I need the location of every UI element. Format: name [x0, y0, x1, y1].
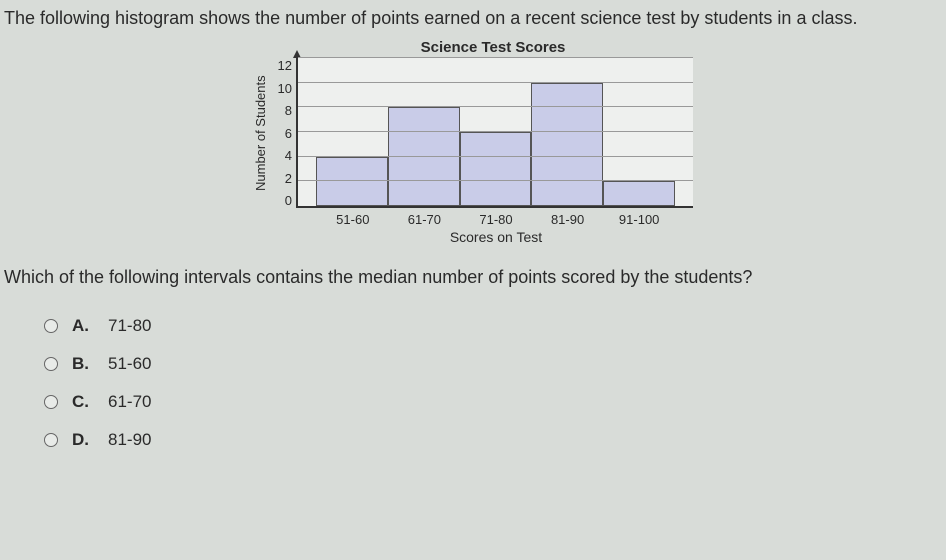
option-text: 51-60 [108, 354, 151, 374]
option-d[interactable]: D. 81-90 [44, 430, 942, 450]
x-tick: 51-60 [317, 212, 389, 227]
option-letter: A. [72, 316, 92, 336]
x-tick: 81-90 [532, 212, 604, 227]
gridline [298, 106, 693, 107]
answer-options: A. 71-80 B. 51-60 C. 61-70 D. 81-90 [4, 316, 942, 450]
option-text: 61-70 [108, 392, 151, 412]
y-tick: 0 [272, 193, 292, 208]
chart-wrap: Science Test Scores Number of Students 1… [4, 39, 942, 249]
option-b[interactable]: B. 51-60 [44, 354, 942, 374]
gridline [298, 57, 693, 58]
radio-icon[interactable] [44, 433, 58, 447]
gridline [298, 180, 693, 181]
chart-title: Science Test Scores [293, 39, 693, 56]
gridline [298, 131, 693, 132]
x-tick: 71-80 [460, 212, 532, 227]
chart-bar [531, 83, 603, 206]
x-tick: 91-100 [603, 212, 675, 227]
y-tick: 4 [272, 148, 292, 163]
y-axis-ticks: 12 10 8 6 4 2 0 [272, 58, 296, 208]
x-axis-ticks: 51-60 61-70 71-80 81-90 91-100 [299, 212, 693, 227]
chart-area: Number of Students 12 10 8 6 4 2 0 [253, 58, 693, 208]
chart-bars [298, 58, 693, 206]
chart-bar [603, 181, 675, 206]
x-axis-label: Scores on Test [299, 229, 693, 245]
gridline [298, 156, 693, 157]
chart-plot [296, 58, 693, 208]
chart-container: Science Test Scores Number of Students 1… [253, 39, 693, 249]
y-tick: 10 [272, 81, 292, 96]
y-tick: 8 [272, 103, 292, 118]
option-text: 81-90 [108, 430, 151, 450]
chart-bar [460, 132, 532, 206]
chart-bar [388, 107, 460, 206]
option-a[interactable]: A. 71-80 [44, 316, 942, 336]
y-tick: 2 [272, 171, 292, 186]
question-text: Which of the following intervals contain… [4, 267, 942, 288]
y-tick: 6 [272, 126, 292, 141]
option-letter: B. [72, 354, 92, 374]
option-text: 71-80 [108, 316, 151, 336]
option-letter: C. [72, 392, 92, 412]
option-letter: D. [72, 430, 92, 450]
y-tick: 12 [272, 58, 292, 73]
option-c[interactable]: C. 61-70 [44, 392, 942, 412]
gridline [298, 82, 693, 83]
radio-icon[interactable] [44, 395, 58, 409]
intro-text: The following histogram shows the number… [4, 8, 942, 29]
radio-icon[interactable] [44, 319, 58, 333]
x-tick: 61-70 [389, 212, 461, 227]
radio-icon[interactable] [44, 357, 58, 371]
y-axis-label: Number of Students [253, 58, 268, 208]
